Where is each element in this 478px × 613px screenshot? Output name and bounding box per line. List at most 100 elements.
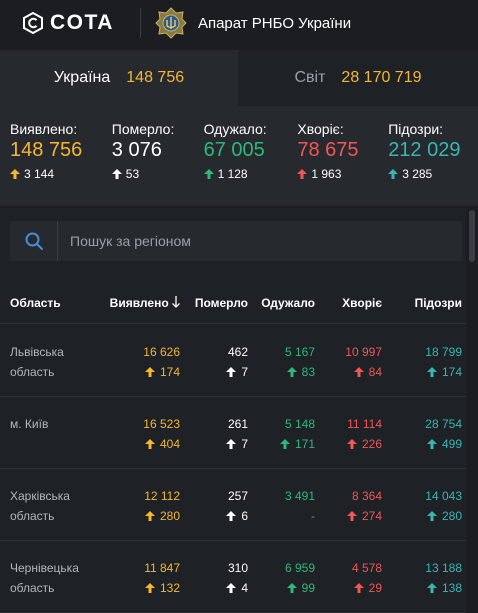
stat-recovered: Одужало: 67 005 1 128 [203,121,298,206]
stat-found: Виявлено: 148 756 3 144 [10,121,112,206]
stat-value: 78 675 [297,139,359,161]
cell-delta: 404 [143,434,180,454]
cell-died: 261 7 [226,414,248,454]
cell-delta: 174 [425,362,462,382]
arrow-up-icon [286,583,297,593]
arrow-up-icon [286,367,297,377]
stat-delta: 3 144 [10,167,112,181]
cell-delta-value: 7 [241,365,248,379]
cell-value: 310 [227,561,248,575]
stat-died: Померло: 3 076 53 [111,121,204,206]
cell-value: 11 114 [347,417,382,431]
cell-value: 4 578 [351,561,382,575]
cell-sick: 11 114 226 [346,414,382,454]
arrow-up-icon [426,367,437,377]
cell-value: 18 799 [425,345,462,359]
cell-delta-value: 174 [159,365,180,379]
cell-delta: - [285,506,315,526]
stat-delta-value: 3 285 [402,167,433,181]
tab-ukraine[interactable]: Україна 148 756 [0,50,238,106]
cell-suspected: 14 043 280 [425,486,462,526]
row-region: Чернівецька область [10,561,79,595]
tab-value: 148 756 [126,69,185,86]
cell-value: 8 364 [351,489,382,503]
cell-value: 261 [227,417,248,431]
arrow-up-icon [279,439,290,449]
arrow-up-icon [144,583,155,593]
arrow-up-icon [226,511,237,521]
cell-delta: 99 [285,578,315,598]
search-icon[interactable] [10,221,58,261]
stat-value: 67 005 [203,139,265,161]
cell-delta: 280 [425,506,462,526]
cell-value: 3 491 [284,489,315,503]
cell-died: 462 7 [226,342,248,382]
header-died[interactable]: Померло [194,296,248,310]
arrow-up-icon [226,439,237,449]
search-box[interactable]: Пошук за регіоном [10,221,462,261]
cell-recovered: 6 959 99 [285,558,315,598]
cell-value: 13 188 [425,561,462,575]
cell-found: 11 847 132 [144,558,180,598]
cell-value: 16 523 [143,417,180,431]
table-row[interactable]: Чернівецька область 11 847 132 310 4 6 959 99 4… [0,540,466,613]
cell-delta-value: 226 [361,437,382,451]
search-input[interactable]: Пошук за регіоном [70,233,191,249]
org-name: Апарат РНБО України [197,14,352,32]
cell-delta-value: 83 [301,365,315,379]
header-suspected[interactable]: Підозри [414,296,462,310]
cell-value: 11 847 [144,561,180,575]
scrollbar-thumb[interactable] [469,210,475,262]
stat-delta: 1 128 [203,167,298,181]
cell-value: 16 626 [143,345,180,359]
cell-delta: 226 [346,434,382,454]
cell-suspected: 18 799 174 [425,342,462,382]
table-row[interactable]: м. Київ 16 523 404 261 7 5 148 171 11 114 226 28 … [0,396,466,469]
arrow-up-icon [10,169,20,179]
arrow-up-icon [226,367,237,377]
arrow-up-icon [203,169,214,179]
cell-delta-value: 4 [241,581,248,595]
rnbo-link[interactable]: Апарат РНБО України [155,7,351,39]
cell-delta: 132 [144,578,180,598]
arrow-up-icon [226,583,237,593]
cell-delta-value: 99 [301,581,315,595]
arrow-up-icon [353,583,364,593]
cell-delta-value: 7 [241,437,248,451]
header-region[interactable]: Область [10,296,61,310]
cell-sick: 10 997 84 [345,342,382,382]
cell-delta-value: 404 [159,437,180,451]
stat-label: Виявлено: [10,121,78,137]
stat-value: 148 756 [10,139,83,161]
cota-logo[interactable]: COTA [22,11,114,35]
cell-delta: 29 [352,578,382,598]
table-row[interactable]: Львівська область 16 626 174 462 7 5 167 83 10 … [0,324,466,397]
arrow-up-icon [346,511,357,521]
stat-suspected: Підозри: 212 029 3 285 [388,121,478,206]
cell-delta: 84 [345,362,382,382]
stat-delta: 3 285 [388,167,478,181]
stat-delta-value: 1 128 [217,167,248,181]
arrow-up-icon [144,439,155,449]
cell-delta-value: 138 [441,581,462,595]
stat-label: Хворіє: [297,121,344,137]
header-recovered[interactable]: Одужало [261,296,315,310]
cell-value: 5 148 [284,417,315,431]
rnbo-emblem-icon [155,7,187,39]
cell-value: 10 997 [345,345,382,359]
stat-delta-value: 1 963 [311,167,342,181]
row-region: м. Київ [10,417,49,431]
cell-delta: 171 [279,434,315,454]
cell-delta-value: 280 [159,509,180,523]
scrollbar[interactable] [466,208,478,611]
stat-value: 3 076 [111,139,162,161]
cell-delta: 6 [226,506,248,526]
table-row[interactable]: Харківська область 12 112 280 257 6 3 491-8 3… [0,468,466,541]
sort-down-icon [172,296,180,308]
cell-delta: 83 [285,362,315,382]
cell-delta-value: 132 [159,581,180,595]
tab-world[interactable]: Світ 28 170 719 [238,50,478,106]
header-sick[interactable]: Хворіє [342,296,382,310]
arrow-up-icon [388,169,399,179]
header-found[interactable]: Виявлено [110,296,180,310]
